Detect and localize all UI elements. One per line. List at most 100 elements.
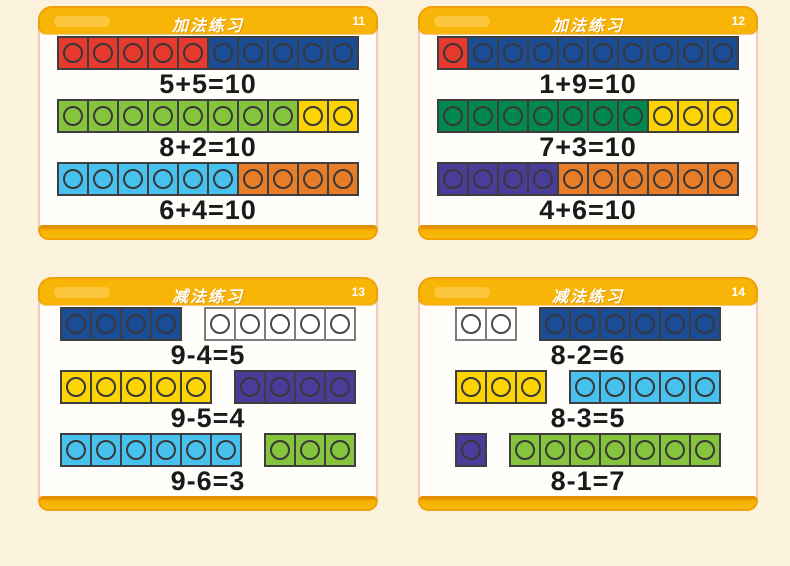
counting-block (659, 433, 691, 467)
block-group-yellow (60, 370, 212, 404)
equation-text: 5+5=10 (159, 69, 257, 99)
counting-block (207, 162, 239, 196)
block-stud-icon (183, 106, 203, 126)
block-stud-icon (63, 169, 83, 189)
brand-watermark (54, 16, 110, 27)
counting-block (267, 36, 299, 70)
counting-block (267, 99, 299, 133)
block-row (420, 162, 756, 196)
counting-block (204, 307, 236, 341)
counting-block (177, 36, 209, 70)
counting-block (569, 370, 601, 404)
counting-block (629, 433, 661, 467)
counting-block (455, 370, 487, 404)
counting-block (120, 370, 152, 404)
equation-text: 8-3=5 (550, 403, 626, 433)
counting-block (689, 307, 721, 341)
counting-block (527, 36, 559, 70)
card-header: 加法练习 12 (418, 6, 758, 35)
block-group-green (509, 433, 721, 467)
equation-text: 9-6=3 (170, 466, 246, 496)
block-stud-icon (303, 43, 323, 63)
block-group-white (455, 307, 517, 341)
counting-block (599, 370, 631, 404)
counting-block (539, 307, 571, 341)
block-stud-icon (575, 440, 595, 460)
block-row (40, 162, 376, 196)
counting-block (90, 370, 122, 404)
counting-block (57, 36, 89, 70)
block-stud-icon (695, 377, 715, 397)
counting-block (60, 307, 92, 341)
block-stud-icon (153, 106, 173, 126)
block-stud-icon (216, 440, 236, 460)
block-stud-icon (605, 440, 625, 460)
counting-block (659, 370, 691, 404)
counting-block (177, 99, 209, 133)
block-stud-icon (63, 106, 83, 126)
counting-block (527, 99, 559, 133)
counting-block (267, 162, 299, 196)
counting-block (497, 162, 529, 196)
block-row (40, 99, 376, 133)
block-stud-icon (330, 440, 350, 460)
block-row (420, 370, 756, 404)
block-stud-icon (503, 43, 523, 63)
block-stud-icon (635, 377, 655, 397)
counting-block (455, 433, 487, 467)
block-stud-icon (683, 43, 703, 63)
counting-block (147, 162, 179, 196)
block-stud-icon (333, 169, 353, 189)
counting-block (237, 99, 269, 133)
block-stud-icon (653, 169, 673, 189)
counting-block (327, 99, 359, 133)
counting-block (177, 162, 209, 196)
counting-block (297, 36, 329, 70)
block-stud-icon (575, 377, 595, 397)
block-stud-icon (243, 169, 263, 189)
block-stud-icon (126, 314, 146, 334)
card-header: 加法练习 11 (38, 6, 378, 35)
block-stud-icon (563, 43, 583, 63)
block-stud-icon (66, 314, 86, 334)
block-group-blue (207, 36, 359, 70)
block-stud-icon (695, 440, 715, 460)
block-stud-icon (300, 377, 320, 397)
equation-text: 8+2=10 (159, 132, 257, 162)
counting-block (617, 162, 649, 196)
block-stud-icon (593, 169, 613, 189)
counting-block (617, 99, 649, 133)
block-row (40, 36, 376, 70)
block-group-orange (237, 162, 359, 196)
block-stud-icon (93, 106, 113, 126)
card-footer-bar (38, 225, 378, 240)
counting-block (485, 307, 517, 341)
practice-card: 加法练习 11 5+5=10 8+2=10 6+4=10 (38, 6, 378, 240)
block-stud-icon (270, 377, 290, 397)
counting-block (455, 307, 487, 341)
counting-block (647, 36, 679, 70)
block-stud-icon (473, 106, 493, 126)
counting-block (264, 370, 296, 404)
block-group-red (57, 36, 209, 70)
block-stud-icon (156, 314, 176, 334)
card-body: 9-4=5 9-5=4 9-6=3 (40, 305, 376, 496)
counting-block (90, 433, 122, 467)
block-group-purple (455, 433, 487, 467)
counting-block (497, 99, 529, 133)
counting-block (180, 370, 212, 404)
block-stud-icon (210, 314, 230, 334)
counting-block (557, 36, 589, 70)
counting-block (437, 36, 469, 70)
block-group-yellow (297, 99, 359, 133)
block-stud-icon (533, 169, 553, 189)
counting-block (120, 433, 152, 467)
counting-block (587, 162, 619, 196)
block-stud-icon (461, 440, 481, 460)
card-title: 加法练习 (551, 18, 624, 35)
block-row (40, 370, 376, 404)
brand-watermark (434, 287, 490, 298)
block-stud-icon (533, 43, 553, 63)
block-group-blue (60, 307, 182, 341)
block-stud-icon (123, 43, 143, 63)
